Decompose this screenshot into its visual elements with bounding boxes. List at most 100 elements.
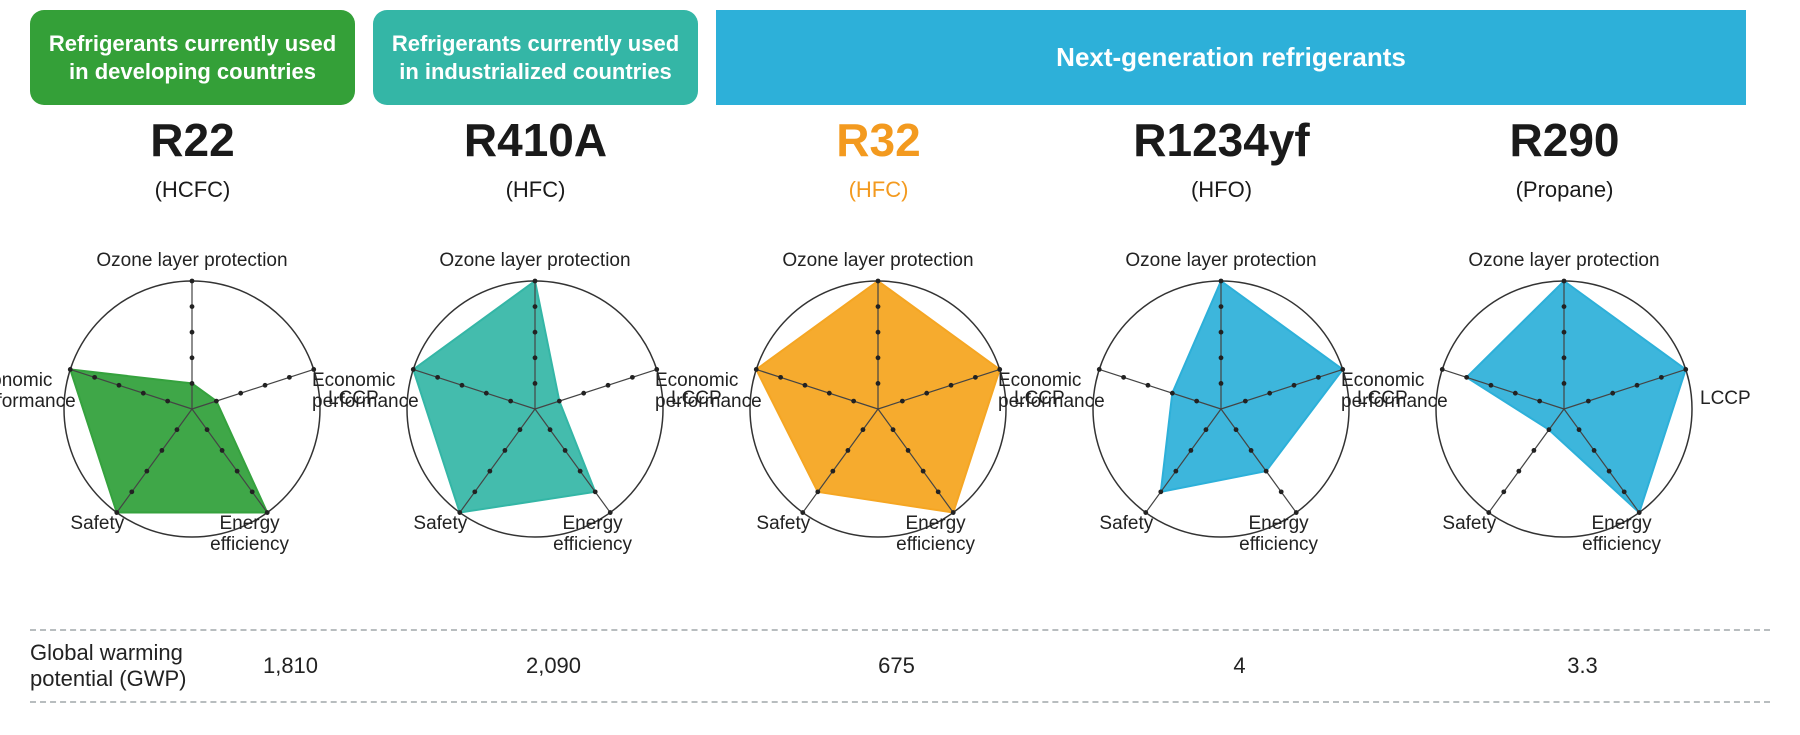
gwp-value-r410a: 2,090 xyxy=(391,653,716,679)
radar-axis-label: Ozone layer protection xyxy=(425,251,645,272)
radar-tick-dot xyxy=(1547,427,1552,432)
radar-tick-dot xyxy=(876,279,881,284)
radar-tick-dot xyxy=(861,427,866,432)
radar-tick-dot xyxy=(1607,469,1612,474)
radar-tick-dot xyxy=(581,391,586,396)
radar-polygon xyxy=(1161,281,1343,492)
gwp-value-r32: 675 xyxy=(734,653,1059,679)
radar-tick-dot xyxy=(876,381,881,386)
radar-axis-label: LCCP xyxy=(1700,389,1770,410)
radar-tick-dot xyxy=(936,489,941,494)
radar-tick-dot xyxy=(1121,375,1126,380)
radar-axis-label: Economic performance xyxy=(998,371,1118,413)
radar-tick-dot xyxy=(263,383,268,388)
radar-tick-dot xyxy=(563,448,568,453)
radar-tick-dot xyxy=(1204,427,1209,432)
radar-axis-line xyxy=(192,369,314,409)
radar-tick-dot xyxy=(1562,279,1567,284)
radar-tick-dot xyxy=(238,391,243,396)
names-row: R22 R410A R32 R1234yf R290 xyxy=(30,113,1770,177)
radar-svg xyxy=(716,209,1041,629)
radar-tick-dot xyxy=(1562,304,1567,309)
radar-axis-label: Ozone layer protection xyxy=(1111,251,1331,272)
radar-chart-r1234yf: Ozone layer protectionLCCPEnergy efficie… xyxy=(1059,209,1384,629)
radar-tick-dot xyxy=(949,383,954,388)
category-header-row: Refrigerants currently used in developin… xyxy=(30,10,1770,105)
radar-tick-dot xyxy=(1562,355,1567,360)
radar-tick-dot xyxy=(1219,330,1224,335)
radar-tick-dot xyxy=(1264,469,1269,474)
radar-tick-dot xyxy=(503,448,508,453)
radar-tick-dot xyxy=(1532,448,1537,453)
radar-tick-dot xyxy=(593,489,598,494)
radar-tick-dot xyxy=(533,304,538,309)
radar-tick-dot xyxy=(1234,427,1239,432)
refr-sub-r410a: (HFC) xyxy=(506,177,566,203)
radar-tick-dot xyxy=(1170,391,1175,396)
radar-tick-dot xyxy=(1219,355,1224,360)
radar-tick-dot xyxy=(1464,375,1469,380)
radar-tick-dot xyxy=(876,330,881,335)
radar-tick-dot xyxy=(190,279,195,284)
gwp-value-r290: 3.3 xyxy=(1420,653,1745,679)
radar-tick-dot xyxy=(144,469,149,474)
header-developing: Refrigerants currently used in developin… xyxy=(30,10,355,105)
radar-tick-dot xyxy=(1586,399,1591,404)
radar-tick-dot xyxy=(175,427,180,432)
radar-tick-dot xyxy=(1537,399,1542,404)
radar-chart-r22: Ozone layer protectionLCCPEnergy efficie… xyxy=(30,209,355,629)
charts-row: Ozone layer protection LCCP Energy efficie… xyxy=(30,209,1770,629)
radar-tick-dot xyxy=(1219,304,1224,309)
radar-tick-dot xyxy=(1243,399,1248,404)
radar-axis-label: Economic performance xyxy=(655,371,775,413)
radar-polygon xyxy=(413,281,595,513)
radar-svg xyxy=(30,209,355,629)
radar-tick-dot xyxy=(924,391,929,396)
radar-tick-dot xyxy=(1158,489,1163,494)
radar-axis-label: Economic performance xyxy=(1341,371,1461,413)
gwp-row: Global warming potential (GWP) 1,810 2,0… xyxy=(30,629,1770,703)
refr-sub-r32: (HFC) xyxy=(849,177,909,203)
gwp-value-r1234yf: 4 xyxy=(1077,653,1402,679)
radar-axis-label: Safety xyxy=(1099,514,1199,535)
header-nextgen: Next-generation refrigerants xyxy=(716,10,1746,105)
radar-axis-label: Safety xyxy=(70,514,170,535)
refr-name-r410a: R410A xyxy=(464,113,607,167)
gwp-label: Global warming potential (GWP) xyxy=(30,640,190,693)
radar-tick-dot xyxy=(906,448,911,453)
radar-tick-dot xyxy=(1516,469,1521,474)
refr-name-r290: R290 xyxy=(1510,113,1620,167)
radar-axis-label: Economic performance xyxy=(0,371,89,413)
radar-tick-dot xyxy=(141,391,146,396)
radar-tick-dot xyxy=(815,489,820,494)
radar-tick-dot xyxy=(921,469,926,474)
radar-tick-dot xyxy=(1513,391,1518,396)
radar-tick-dot xyxy=(876,355,881,360)
radar-tick-dot xyxy=(472,489,477,494)
radar-axis-label: Safety xyxy=(756,514,856,535)
radar-tick-dot xyxy=(533,279,538,284)
radar-svg xyxy=(1059,209,1384,629)
radar-tick-dot xyxy=(190,355,195,360)
radar-tick-dot xyxy=(1577,427,1582,432)
radar-tick-dot xyxy=(92,375,97,380)
radar-tick-dot xyxy=(778,375,783,380)
radar-axis-label: Ozone layer protection xyxy=(82,251,302,272)
refr-sub-r290: (Propane) xyxy=(1516,177,1614,203)
radar-tick-dot xyxy=(1267,391,1272,396)
radar-axis-label: Ozone layer protection xyxy=(768,251,988,272)
radar-axis-label: Energy efficiency xyxy=(1562,514,1682,556)
radar-tick-dot xyxy=(1635,383,1640,388)
radar-tick-dot xyxy=(190,304,195,309)
radar-tick-dot xyxy=(533,381,538,386)
radar-chart-r410a: Ozone layer protectionLCCPEnergy efficie… xyxy=(373,209,698,629)
radar-tick-dot xyxy=(548,427,553,432)
radar-chart-r290: Ozone layer protectionLCCPEnergy efficie… xyxy=(1402,209,1727,629)
radar-tick-dot xyxy=(160,448,165,453)
radar-axis-label: Energy efficiency xyxy=(533,514,653,556)
radar-tick-dot xyxy=(484,391,489,396)
radar-tick-dot xyxy=(973,375,978,380)
radar-tick-dot xyxy=(1592,448,1597,453)
radar-polygon xyxy=(1467,281,1686,513)
radar-axis-label: Economic performance xyxy=(312,371,432,413)
